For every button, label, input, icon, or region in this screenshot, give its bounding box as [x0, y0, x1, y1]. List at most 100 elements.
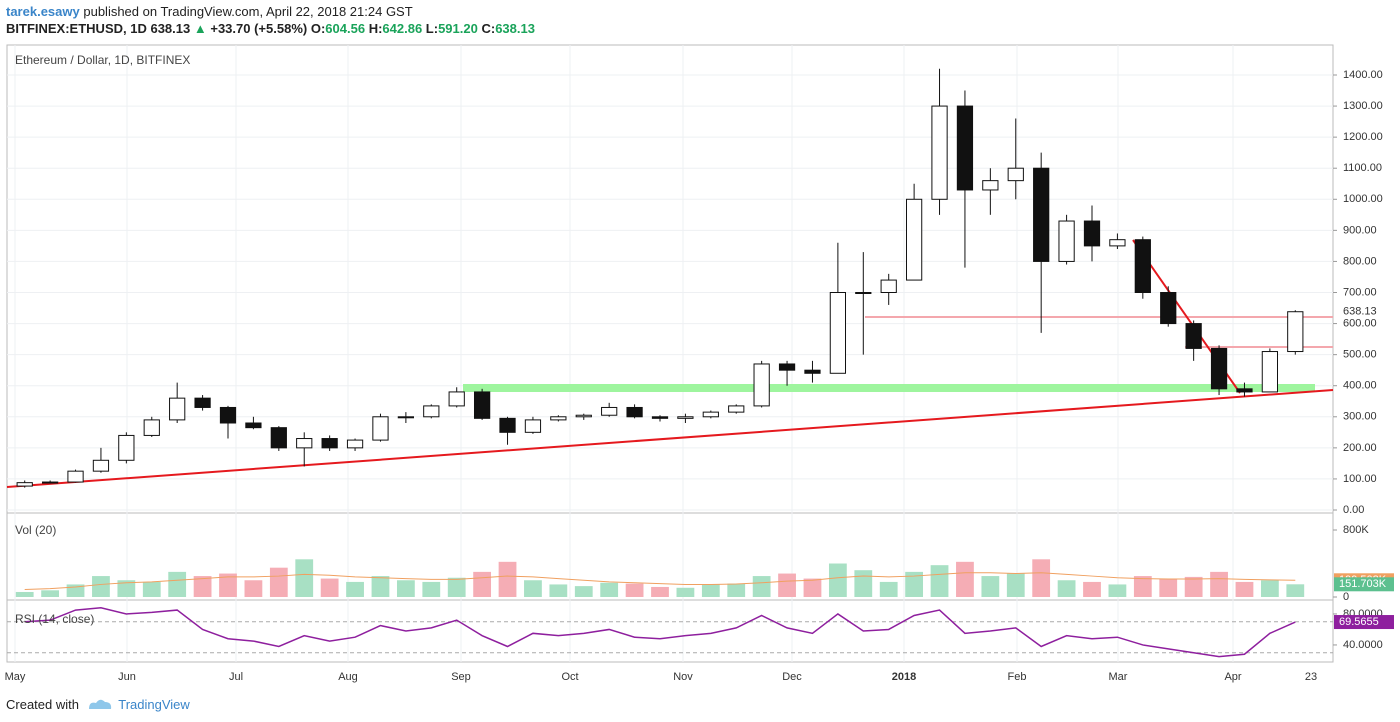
- volume-bar: [168, 571, 187, 597]
- y-tick-label: 300.00: [1343, 411, 1377, 423]
- y-tick-label: 600.00: [1343, 317, 1377, 329]
- footer: Created with TradingView: [6, 695, 190, 712]
- y-tick-label: 400.00: [1343, 380, 1377, 392]
- volume-bar: [346, 581, 364, 597]
- candle-body: [245, 422, 262, 429]
- volume-bar: [371, 576, 390, 597]
- chart-title: Ethereum / Dollar, 1D, BITFINEX: [15, 53, 190, 67]
- x-tick-label: Jun: [118, 671, 136, 683]
- volume-bar: [396, 580, 415, 597]
- x-tick-label: Oct: [561, 671, 578, 683]
- rsi-line: [24, 606, 1296, 658]
- volume-bar: [905, 571, 924, 597]
- o-label: O:: [310, 21, 326, 36]
- author[interactable]: tarek.esawy: [6, 4, 80, 19]
- candle-body: [601, 406, 618, 416]
- candle-body: [575, 414, 592, 418]
- candle-body: [931, 105, 948, 200]
- candle-body: [524, 419, 542, 433]
- candle-body: [194, 397, 211, 408]
- rsi-last-label-bg: [1334, 615, 1394, 630]
- candle-body: [778, 363, 796, 371]
- y-tick-label: 1300.00: [1343, 100, 1383, 112]
- x-tick-label: Apr: [1224, 671, 1241, 683]
- x-tick-label: Dec: [782, 671, 802, 683]
- candle-body: [1210, 347, 1228, 390]
- candle-body: [448, 391, 465, 407]
- volume-bar: [498, 561, 517, 597]
- candle-body: [499, 417, 516, 433]
- publish-line: tarek.esawy published on TradingView.com…: [6, 3, 535, 20]
- published: published on TradingView.com, April 22, …: [83, 4, 413, 19]
- volume-bar: [422, 581, 441, 597]
- h: 642.86: [382, 21, 423, 36]
- volume-bar: [1184, 576, 1203, 597]
- arrow: ▲: [193, 21, 207, 36]
- candle-body: [956, 105, 974, 191]
- y-tick-label: 700.00: [1343, 286, 1377, 298]
- candle-body: [1134, 239, 1151, 294]
- candle-body: [143, 419, 160, 436]
- candle-body: [829, 292, 847, 374]
- volume-bar: [778, 573, 796, 597]
- volume-bar: [1286, 584, 1305, 597]
- candle-body: [397, 416, 415, 419]
- candle-body: [880, 279, 897, 294]
- last: 638.13: [150, 21, 191, 36]
- volume-bar: [1006, 573, 1025, 597]
- volume-bar: [854, 570, 873, 597]
- volume-bar: [651, 586, 669, 597]
- l: 591.20: [438, 21, 478, 36]
- change: +33.70 (+5.58%): [210, 21, 308, 36]
- volume-bar: [803, 578, 822, 597]
- candle-body: [702, 411, 719, 418]
- candle-body: [550, 416, 567, 421]
- y-tick-label: 1100.00: [1343, 162, 1382, 174]
- marks: [7, 68, 1333, 658]
- volume-bar: [193, 576, 212, 597]
- grid: [7, 45, 1333, 662]
- x-tick-label: Feb: [1008, 671, 1027, 683]
- volume-bar: [752, 576, 771, 597]
- candle-body: [423, 405, 440, 418]
- volume-bar: [524, 580, 542, 597]
- candle-body: [321, 438, 338, 449]
- candle-body: [1160, 292, 1177, 325]
- volume-bar: [142, 581, 161, 597]
- volume-ma: [24, 572, 1296, 590]
- last-price-label: 638.13: [1343, 306, 1377, 318]
- header: tarek.esawy published on TradingView.com…: [6, 3, 535, 37]
- candle-body: [296, 438, 313, 449]
- candle-body: [855, 292, 872, 294]
- c-label: C:: [481, 21, 496, 36]
- candle-body: [1058, 220, 1075, 262]
- volume-bar: [981, 576, 1000, 597]
- brand[interactable]: TradingView: [118, 697, 190, 712]
- y-tick-label: 1000.00: [1343, 193, 1383, 205]
- candle-body: [346, 439, 364, 449]
- volume-bar: [41, 590, 60, 597]
- volume-last-label: 151.703K: [1339, 578, 1387, 590]
- l-label: L:: [425, 21, 439, 36]
- x-tick-label: 2018: [892, 671, 916, 683]
- volume-bar: [15, 591, 34, 597]
- candle-body: [626, 406, 643, 418]
- rsi-tick-label: 40.0000: [1343, 639, 1383, 651]
- candle-body: [270, 427, 287, 449]
- candle-body: [982, 180, 999, 191]
- candle-body: [651, 416, 669, 419]
- y-tick-label: 200.00: [1343, 442, 1377, 454]
- volume-bar: [676, 587, 695, 597]
- rsi-label: RSI (14, close): [15, 612, 94, 626]
- y-tick-label: 1400.00: [1343, 69, 1383, 81]
- volume-bar: [1108, 584, 1127, 597]
- x-tick-label: Nov: [673, 671, 693, 683]
- candle-body: [1007, 167, 1024, 182]
- symbol: BITFINEX:ETHUSD, 1D: [6, 21, 147, 36]
- candle-body: [728, 405, 745, 413]
- volume-bar: [117, 580, 136, 597]
- candle-body: [41, 481, 59, 484]
- volume-bar: [1032, 559, 1051, 597]
- y-tick-label: 100.00: [1343, 473, 1377, 485]
